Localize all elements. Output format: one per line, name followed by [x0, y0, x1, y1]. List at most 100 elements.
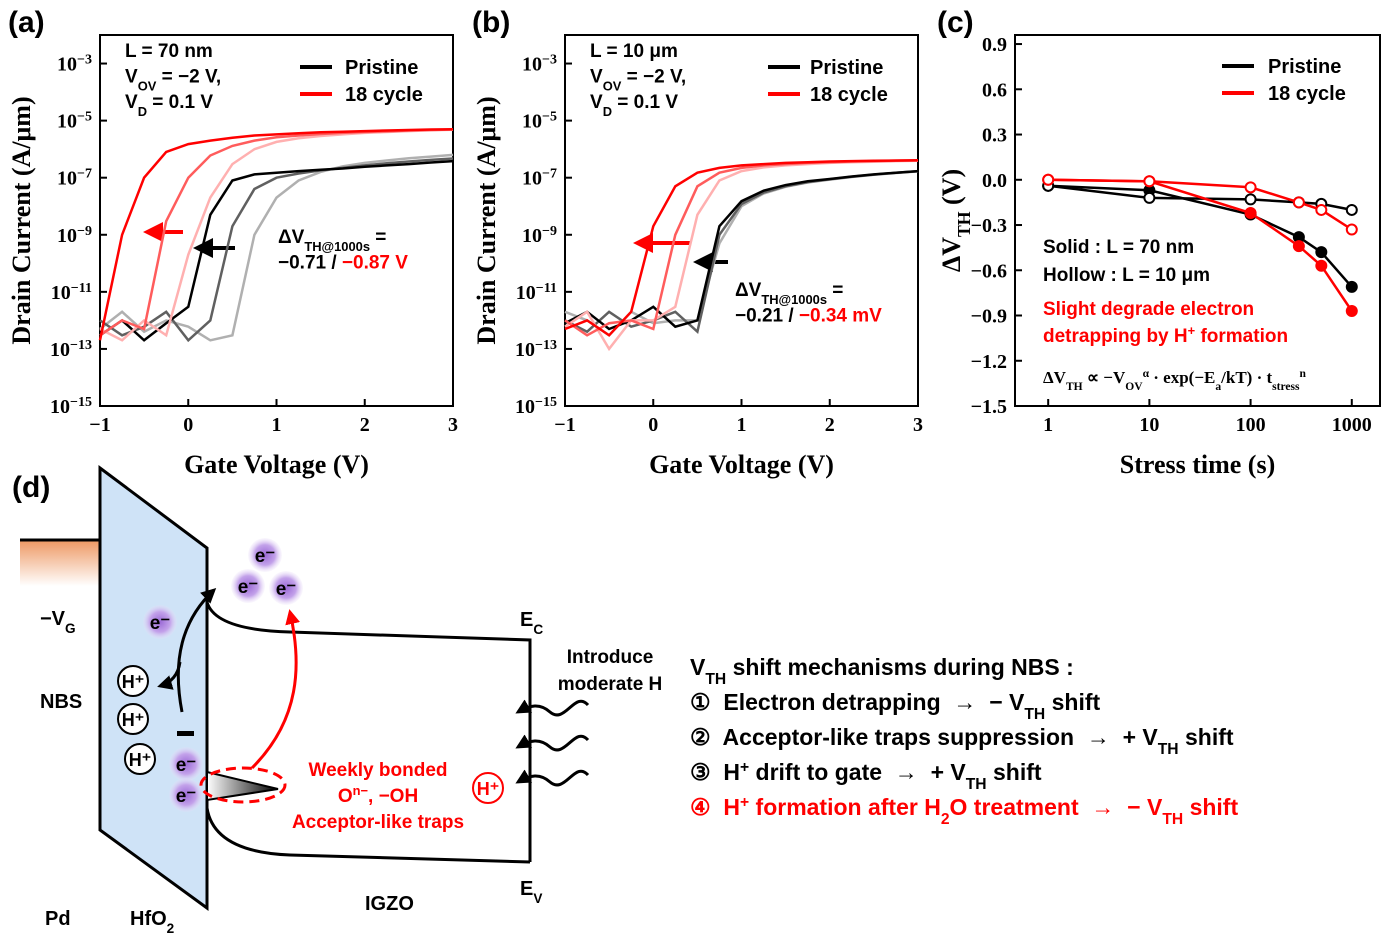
condition-text: VD = 0.1 V [125, 92, 213, 119]
condition-text-part: = 0.1 V [612, 92, 678, 113]
dielectric-layer [98, 465, 209, 911]
shift-note-part: = [827, 280, 843, 301]
x-tick-label: 1 [1043, 414, 1053, 436]
y-tick-label: 10−15 [50, 395, 92, 419]
tick-base: 10 [522, 225, 542, 247]
y-tick-label: −1.5 [971, 396, 1007, 418]
y-tick-label: 10−5 [522, 109, 557, 133]
mechanism-item-part: ① Electron detrapping → − V [690, 689, 1025, 715]
condition-text: VOV = −2 V, [590, 67, 686, 94]
proton-label: H⁺ [477, 779, 500, 799]
condition-text-part: OV [603, 78, 622, 93]
marker [1143, 175, 1156, 188]
y-tick-label: 10−11 [516, 280, 557, 304]
condition-text-part: V [125, 67, 138, 88]
mechanism-item: ① Electron detrapping → − VTH shift [690, 689, 1100, 723]
shift-note-part: TH@1000s [304, 239, 370, 254]
x-tick-label: 10 [1139, 414, 1159, 436]
y-tick-label: −0.6 [971, 260, 1007, 282]
mechanism-item-part: 2 [941, 811, 950, 828]
y-tick-label: 10−3 [522, 52, 557, 76]
tick-exponent: −15 [535, 395, 557, 410]
shift-note-part: ΔV [735, 280, 762, 301]
mechanism-item-part: shift [987, 759, 1042, 785]
mechanism-item-part: ④ H [690, 794, 740, 820]
y-tick-label: 10−5 [57, 109, 92, 133]
remark-part: + [1188, 323, 1196, 338]
curve [99, 153, 454, 342]
band-label-part: E [520, 609, 533, 631]
curve [564, 158, 919, 337]
valence-band [205, 807, 531, 864]
drift-arrow [157, 661, 182, 690]
dielectric-label-part: 2 [167, 921, 175, 936]
mechanism-item-part: formation after H [749, 794, 941, 820]
condition-text-part: = −2 V, [621, 67, 686, 88]
condition-text-part: D [603, 104, 612, 119]
tick-base: 10 [515, 339, 535, 361]
mechanism-item-part: TH [1158, 741, 1179, 758]
x-tick-label: 3 [913, 414, 923, 436]
mechanism-title-part: shift mechanisms during NBS : [726, 654, 1074, 680]
shift-note-part: −0.87 V [342, 253, 408, 274]
electron-label: e⁻ [238, 577, 259, 598]
formula-part: ∝ −V [1083, 368, 1126, 387]
mechanism-item-part: TH [1024, 706, 1045, 723]
remark-part: formation [1195, 326, 1288, 347]
proton [472, 772, 504, 804]
mechanism-title-part: V [690, 654, 706, 680]
x-axis-title: Gate Voltage (V) [649, 450, 834, 479]
mechanism-item-part: ③ H [690, 759, 740, 785]
trap-label: Weekly bonded [308, 760, 447, 781]
y-tick-label: 10−3 [57, 52, 92, 76]
electron [231, 569, 265, 603]
negative-charge [177, 731, 194, 736]
electron [248, 538, 282, 572]
tick-exponent: −7 [77, 166, 92, 181]
hydrogen-arrow [515, 734, 590, 752]
condition-text-part: V [590, 92, 603, 113]
plot-frame [1014, 34, 1381, 407]
marker [1315, 203, 1328, 216]
curve [99, 157, 454, 343]
proton-label: H⁺ [122, 672, 145, 692]
shift-note: −0.71 / −0.87 V [278, 253, 408, 274]
band-label-part: E [520, 878, 533, 900]
y-tick-label: 10−9 [57, 223, 92, 247]
shift-note: ΔVTH@1000s = [278, 227, 386, 254]
band-label: EC [520, 609, 543, 637]
dielectric-label: HfO2 [130, 908, 175, 936]
marker [1292, 240, 1305, 253]
hydrogen-arrow [515, 699, 590, 717]
proton-label: H⁺ [129, 750, 152, 770]
panel-label: (b) [472, 6, 510, 39]
mechanism-item: ④ H+ formation after H2O treatment → − V… [690, 794, 1238, 828]
x-tick-label: 0 [183, 414, 193, 436]
marker [1244, 181, 1257, 194]
y-tick-label: 10−13 [515, 337, 557, 361]
marker [1315, 259, 1328, 272]
trap-outline [199, 766, 287, 804]
condition-text: VOV = −2 V, [125, 67, 221, 94]
condition-text-part: V [590, 67, 603, 88]
tick-base: 10 [522, 54, 542, 76]
shift-note-part: = [370, 227, 386, 248]
mechanism-item-part: + [740, 794, 749, 811]
y-tick-label: 10−15 [515, 395, 557, 419]
tick-exponent: −5 [542, 109, 557, 124]
electron-label: e⁻ [176, 755, 197, 776]
tick-exponent: −5 [77, 109, 92, 124]
marker [1244, 193, 1257, 206]
marker [1345, 203, 1358, 216]
marker [1345, 280, 1358, 293]
y-tick-label: 10−9 [522, 223, 557, 247]
formula-part: stress [1272, 380, 1300, 393]
band-label: EV [520, 878, 542, 906]
y-tick-label: 10−7 [57, 166, 92, 190]
formula: ΔVTH ∝ −VOVα · exp(−Ea/kT) · tstressn [1043, 367, 1307, 393]
shift-note-part: −0.21 / [735, 306, 799, 327]
shift-note-part: TH@1000s [761, 292, 827, 307]
electron-label: e⁻ [150, 613, 171, 634]
y-axis-title-part: (V) [937, 169, 966, 212]
